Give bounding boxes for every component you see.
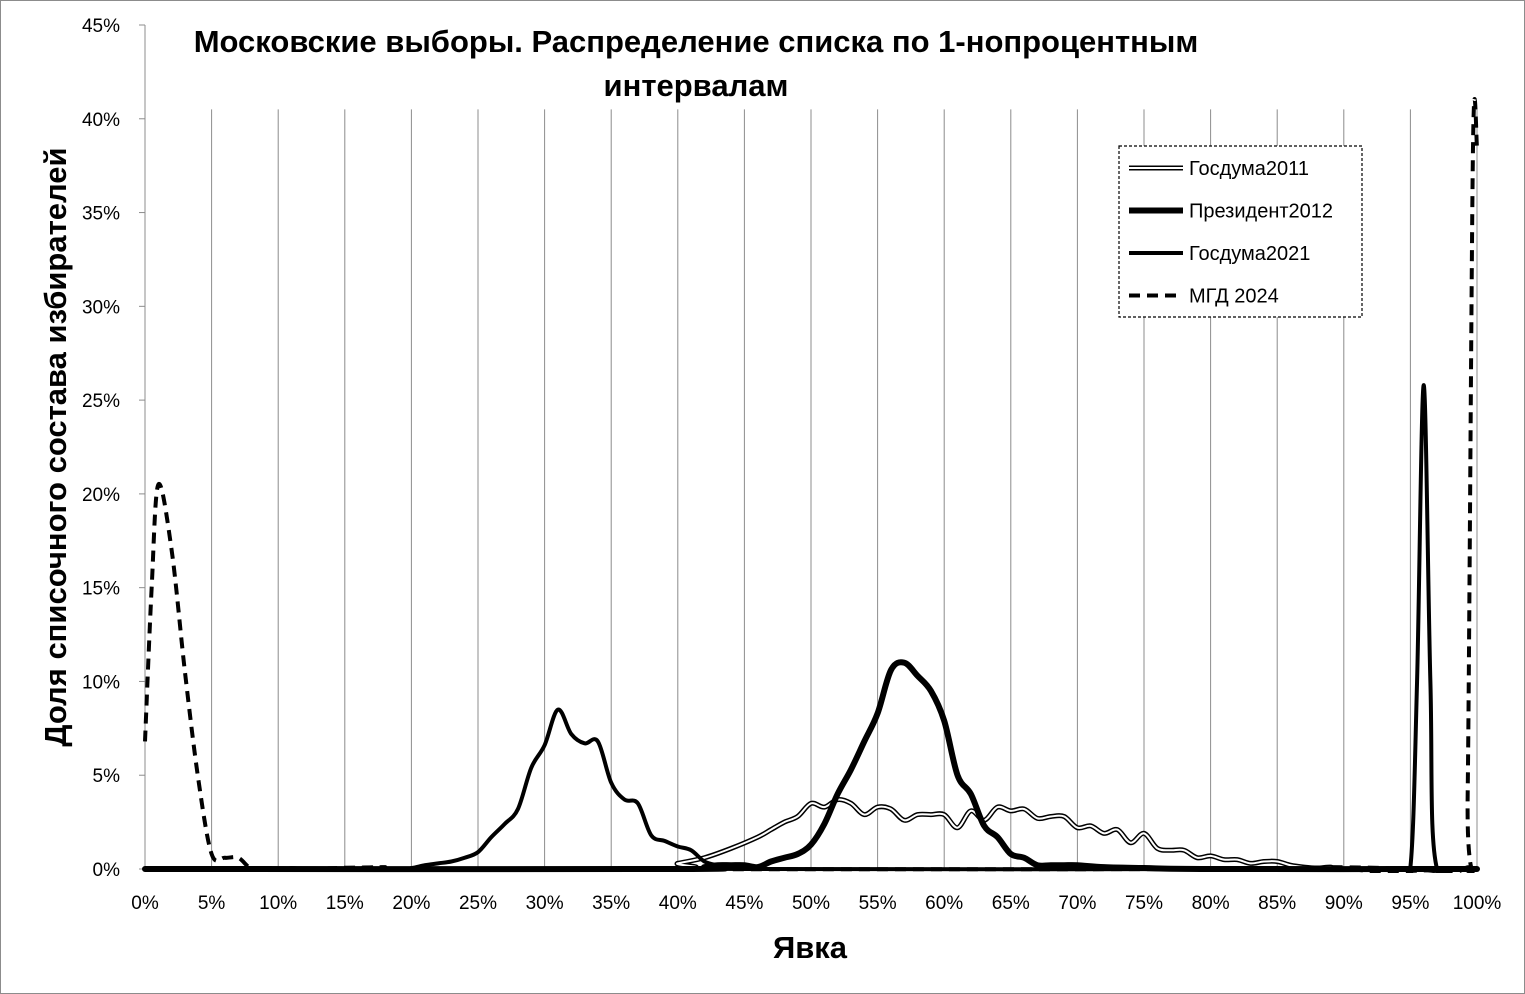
- x-tick-label: 80%: [1192, 893, 1230, 914]
- y-tick-label: 5%: [93, 766, 121, 787]
- x-tick-label: 45%: [725, 893, 763, 914]
- x-tick-label: 75%: [1125, 893, 1163, 914]
- legend-label-2: Президент2012: [1189, 201, 1333, 223]
- y-tick-label: 30%: [82, 297, 120, 318]
- y-tick-label: 35%: [82, 204, 120, 225]
- chart-title-line1: Московские выборы. Распределение списка …: [194, 24, 1199, 59]
- y-tick-label: 45%: [82, 16, 120, 37]
- legend-label-1: Госдума2011: [1189, 158, 1309, 180]
- x-tick-label: 95%: [1391, 893, 1429, 914]
- y-tick-label: 20%: [82, 485, 120, 506]
- x-tick-label: 55%: [859, 893, 897, 914]
- x-tick-label: 65%: [992, 893, 1030, 914]
- y-axis-title: Доля списочного состава избирателей: [38, 147, 73, 746]
- x-tick-label: 5%: [198, 893, 226, 914]
- x-tick-label: 100%: [1453, 893, 1502, 914]
- chart-title-line2: интервалам: [604, 68, 789, 103]
- series-3-line: [143, 383, 1479, 873]
- x-tick-label: 15%: [326, 893, 364, 914]
- x-tick-label: 10%: [259, 893, 297, 914]
- legend-label-4: МГД 2024: [1189, 286, 1279, 308]
- x-tick-label: 30%: [526, 893, 564, 914]
- x-tick-label: 50%: [792, 893, 830, 914]
- legend-label-3: Госдума2021: [1189, 243, 1310, 265]
- x-tick-labels: 0% 5% 10% 15% 20% 25% 30% 35% 40% 45% 50% 55% 60% 65%…: [131, 893, 1501, 914]
- x-tick-label: 35%: [592, 893, 630, 914]
- x-tick-label: 40%: [659, 893, 697, 914]
- x-tick-label: 20%: [392, 893, 430, 914]
- y-tick-label: 15%: [82, 579, 120, 600]
- x-tick-label: 0%: [131, 893, 159, 914]
- x-tick-label: 25%: [459, 893, 497, 914]
- y-tick-label: 40%: [82, 110, 120, 131]
- x-axis-title: Явка: [773, 930, 848, 965]
- y-tick-label: 10%: [82, 672, 120, 693]
- legend-box: [1118, 145, 1363, 318]
- x-tick-label: 90%: [1325, 893, 1363, 914]
- y-tick-label: 0%: [93, 860, 121, 881]
- y-tick-label: 25%: [82, 391, 120, 412]
- x-tick-label: 85%: [1258, 893, 1296, 914]
- series-1-line-inner: [144, 798, 1478, 871]
- series-4-line: [143, 96, 1479, 873]
- series-group: [142, 96, 1480, 873]
- y-tick-labels: 0% 5% 10% 15% 20% 25% 30% 35% 40% 45%: [82, 16, 120, 881]
- x-tick-label: 60%: [925, 893, 963, 914]
- legend: Госдума2011 Президент2012 Госдума2021 МГД 2…: [1118, 145, 1363, 318]
- x-tick-label: 70%: [1058, 893, 1096, 914]
